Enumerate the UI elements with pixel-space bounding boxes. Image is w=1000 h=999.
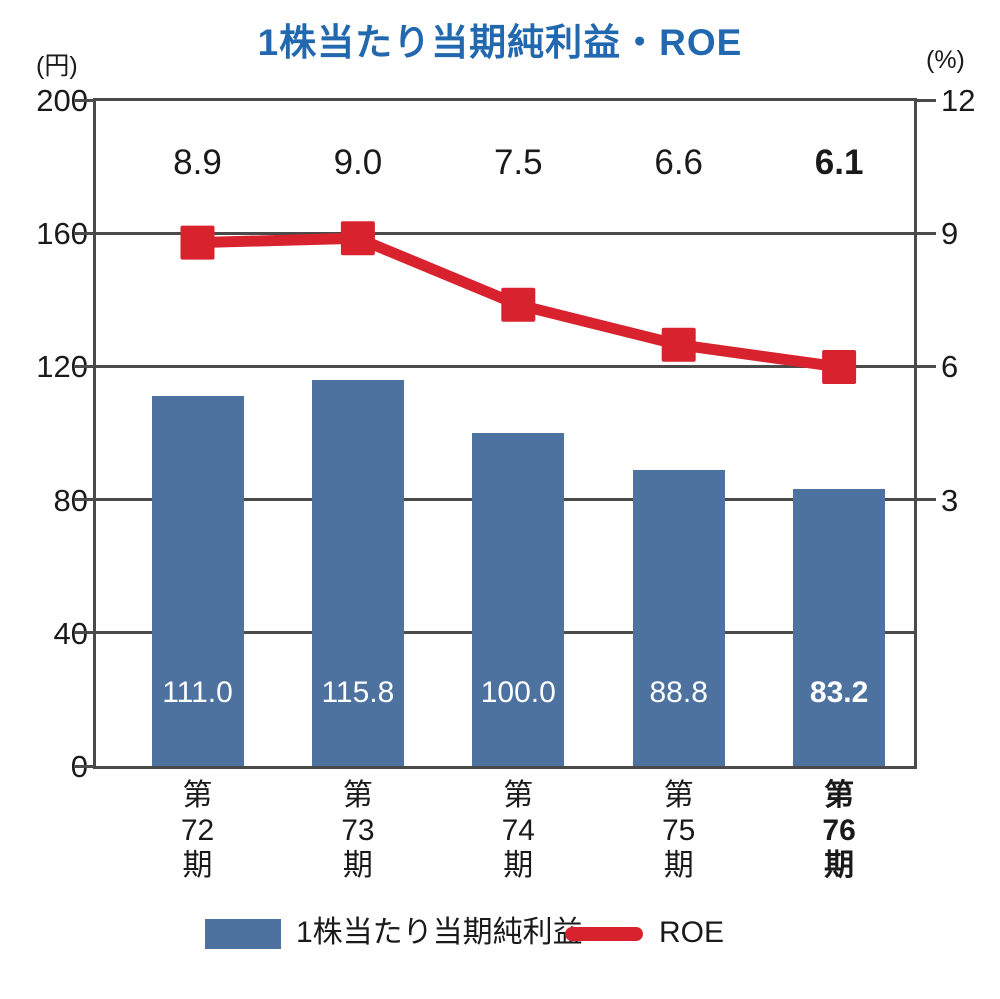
bar-value-label: 83.2 — [809, 676, 869, 709]
x-category-line: 第 — [824, 779, 855, 812]
legend-line-label: ROE — [659, 916, 725, 949]
roe-line-chart — [180, 221, 857, 384]
x-category-label: 第 76 期 — [759, 778, 919, 883]
left-axis-tick — [75, 764, 96, 768]
x-category-label: 第 75 期 — [599, 778, 759, 883]
bar — [151, 396, 244, 766]
x-category-line: 期 — [503, 849, 534, 882]
bar-value-label: 88.8 — [649, 676, 708, 709]
right-axis-unit-label: (%) — [926, 46, 965, 74]
right-axis-tick-label: 3 — [941, 482, 959, 518]
x-category-line: 期 — [663, 849, 694, 882]
bar — [472, 433, 565, 766]
x-category-line: 73 — [341, 814, 375, 847]
left-axis-tick — [75, 98, 96, 102]
roe-marker — [501, 287, 536, 322]
x-category-line: 期 — [182, 849, 213, 882]
x-category-line: 期 — [824, 849, 855, 882]
right-axis-tick — [914, 231, 936, 235]
x-category-label: 第 73 期 — [278, 778, 438, 883]
legend-bar-label: 1株当たり当期純利益 — [296, 916, 583, 949]
plot-area — [93, 98, 917, 769]
roe-marker — [180, 225, 215, 260]
x-category-line: 72 — [180, 814, 215, 847]
right-axis-tick-label: 12 — [941, 83, 976, 118]
x-category-line: 第 — [663, 779, 694, 812]
roe-value-label: 6.1 — [814, 143, 864, 182]
grid-line — [96, 364, 914, 368]
legend-line-swatch — [565, 927, 643, 941]
left-axis-tick — [75, 498, 96, 502]
chart-title: 1株当たり当期純利益・ROE — [257, 22, 743, 63]
left-axis-unit-label: (円) — [36, 52, 78, 80]
left-axis-tick — [75, 231, 96, 235]
roe-marker — [822, 349, 857, 384]
right-axis-tick-label: 9 — [941, 216, 959, 252]
right-axis-tick — [914, 364, 936, 368]
x-category-label: 第 72 期 — [118, 778, 278, 883]
bar-value-label: 111.0 — [162, 676, 233, 709]
grid-line — [96, 231, 914, 235]
right-axis-tick — [914, 98, 936, 102]
left-axis-tick — [75, 364, 96, 368]
x-category-line: 期 — [342, 849, 373, 882]
x-category-line: 75 — [662, 814, 696, 847]
roe-marker — [340, 221, 375, 256]
x-category-line: 第 — [182, 779, 213, 812]
x-category-label: 第 74 期 — [438, 778, 598, 883]
legend-bar-swatch — [205, 919, 281, 949]
bar — [311, 380, 404, 766]
bar-value-label: 100.0 — [480, 676, 556, 709]
bar-value-label: 115.8 — [321, 676, 395, 709]
roe-value-label: 6.6 — [654, 143, 704, 182]
x-category-line: 第 — [503, 779, 534, 812]
roe-value-label: 8.9 — [173, 143, 222, 182]
right-axis-tick-label: 6 — [941, 349, 959, 385]
roe-marker — [661, 327, 696, 362]
x-category-line: 第 — [342, 779, 373, 812]
roe-value-label: 9.0 — [333, 143, 383, 182]
roe-value-label: 7.5 — [493, 143, 543, 182]
right-axis-tick — [914, 498, 936, 502]
bar — [793, 488, 886, 766]
left-axis-tick — [75, 631, 96, 635]
x-category-line: 76 — [822, 814, 856, 847]
bar — [632, 470, 725, 766]
x-category-line: 74 — [501, 814, 535, 847]
